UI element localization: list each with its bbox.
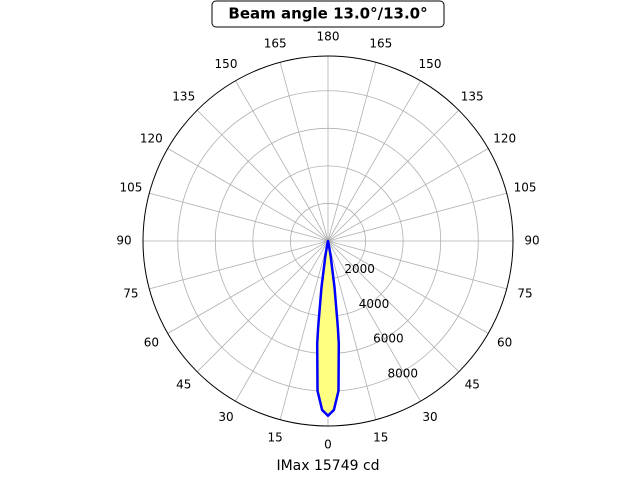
theta-tick-label: 120 [493, 132, 516, 146]
r-tick-label: 2000 [344, 262, 375, 276]
grid-line [327, 148, 489, 242]
theta-tick-label: 90 [524, 234, 539, 248]
theta-tick-label: 0 [324, 438, 332, 452]
grid-line [167, 148, 329, 242]
grid-line [327, 240, 460, 373]
grid-line [279, 62, 329, 242]
theta-tick-label: 135 [461, 89, 484, 103]
theta-tick-label: 30 [218, 410, 233, 424]
title-box [211, 0, 445, 28]
theta-tick-label: 30 [422, 410, 437, 424]
grid-line [279, 240, 329, 420]
grid-line [167, 240, 329, 334]
theta-tick-label: 135 [172, 89, 195, 103]
theta-tick-label: 75 [123, 286, 138, 300]
theta-tick-label: 45 [176, 378, 191, 392]
beam-curve [315, 239, 341, 417]
theta-tick-label: 15 [268, 431, 283, 445]
r-tick-label: 8000 [387, 366, 418, 380]
grid-line [327, 240, 377, 420]
theta-tick-label: 150 [215, 57, 238, 71]
theta-tick-label: 105 [119, 181, 142, 195]
grid-line [327, 240, 421, 402]
theta-tick-label: 75 [517, 286, 532, 300]
x-axis-label: IMax 15749 cd [276, 458, 379, 474]
grid-line [235, 240, 329, 402]
grid-line [196, 109, 329, 242]
grid-line [327, 192, 507, 242]
theta-tick-label: 90 [116, 234, 131, 248]
grid-line [327, 80, 421, 242]
theta-tick-label: 60 [497, 336, 512, 350]
grid-line [327, 109, 460, 242]
grid-line [235, 80, 329, 242]
grid-line [196, 240, 329, 373]
grid-line [327, 62, 377, 242]
r-tick-label: 6000 [373, 332, 404, 346]
theta-tick-label: 45 [465, 378, 480, 392]
grid-line [149, 192, 329, 242]
theta-tick-label: 60 [144, 336, 159, 350]
theta-tick-label: 150 [419, 57, 442, 71]
grid-line [327, 240, 489, 334]
theta-tick-label: 120 [140, 132, 163, 146]
r-tick-label: 4000 [359, 297, 390, 311]
grid-line [327, 240, 507, 290]
data-layer [315, 239, 341, 417]
outer-frame [142, 55, 514, 427]
theta-tick-label: 105 [514, 181, 537, 195]
theta-tick-label: 165 [264, 36, 287, 50]
theta-tick-label: 180 [317, 30, 340, 44]
theta-tick-label: 15 [373, 431, 388, 445]
theta-tick-label: 165 [369, 36, 392, 50]
chart-title: Beam angle 13.0°/13.0° [228, 5, 427, 23]
grid-line [149, 240, 329, 290]
label-layer: 2000 4000 6000 8000 0 15 30 45 60 75 90 105 120 135 15… [116, 30, 539, 452]
